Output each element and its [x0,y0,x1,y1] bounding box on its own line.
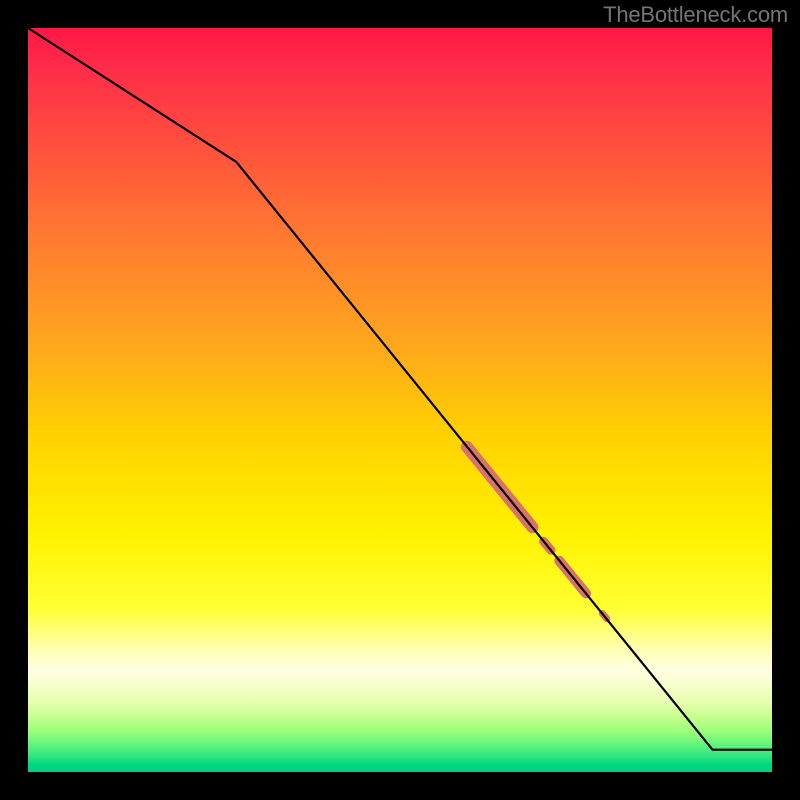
chart-line-layer [28,28,772,772]
watermark-text: TheBottleneck.com [603,2,788,28]
plot-area [28,28,772,772]
main-curve [28,28,772,750]
